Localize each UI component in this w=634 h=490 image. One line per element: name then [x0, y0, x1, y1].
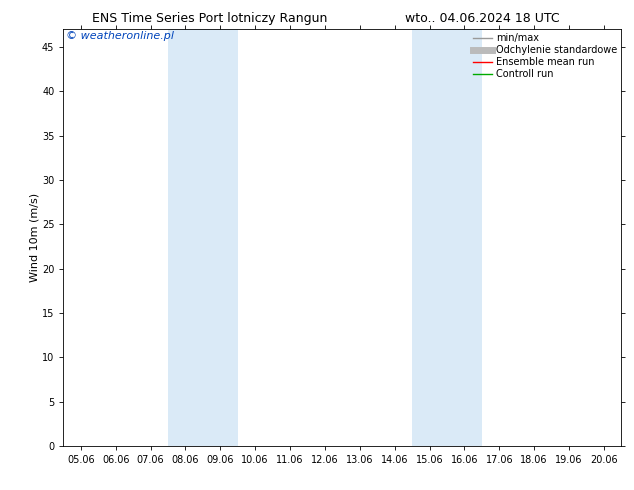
- Text: wto.. 04.06.2024 18 UTC: wto.. 04.06.2024 18 UTC: [404, 12, 559, 25]
- Bar: [168, 29, 238, 446]
- Bar: [412, 29, 482, 446]
- Legend: min/max, Odchylenie standardowe, Ensemble mean run, Controll run: min/max, Odchylenie standardowe, Ensembl…: [471, 31, 619, 81]
- Y-axis label: Wind 10m (m/s): Wind 10m (m/s): [29, 193, 39, 282]
- Text: © weatheronline.pl: © weatheronline.pl: [66, 31, 174, 42]
- Text: ENS Time Series Port lotniczy Rangun: ENS Time Series Port lotniczy Rangun: [91, 12, 327, 25]
